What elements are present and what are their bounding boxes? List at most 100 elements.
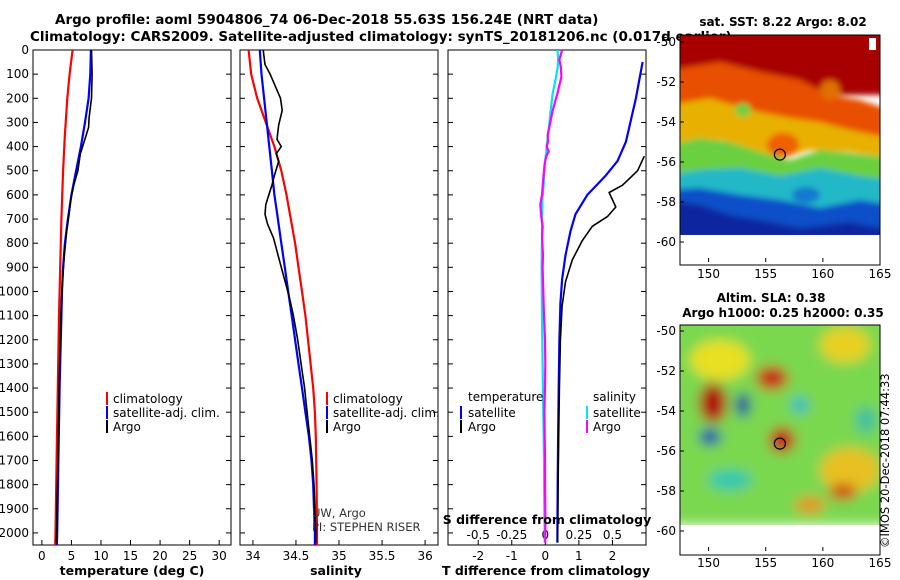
legend-temperature-title: temperature <box>468 390 543 404</box>
difference-top-xtick-label: -0.25 <box>496 528 527 542</box>
sst-yellow-eddy <box>820 80 840 100</box>
institution-annotation: UW, Argo <box>312 506 366 520</box>
map-ytick-label: -50 <box>656 35 676 49</box>
difference-top-xtick-label: 0.5 <box>603 528 622 542</box>
salinity-axes-frame <box>239 49 439 546</box>
difference-series-t-argo <box>556 155 646 543</box>
map-xtick-label: 165 <box>869 556 892 570</box>
temperature-xtick-label: 0 <box>38 549 46 563</box>
difference-top-xlabel: S difference from climatology <box>443 512 652 527</box>
difference-panel: -2 -1 0 1 2 -0.5 -0.25 0 0.25 0.5 T difference f… <box>442 49 652 578</box>
temperature-series-argo <box>55 50 93 543</box>
sla-yellow-3 <box>820 448 880 492</box>
temperature-legend: climatology satellite-adj. clim. Argo <box>106 392 220 434</box>
sst-field <box>680 35 880 240</box>
temperature-series-climatology <box>54 50 74 545</box>
temperature-panel: 0100200300400500600700800900100011001200… <box>0 43 232 578</box>
sst-map-panel: sat. SST: 8.22 Argo: 8.02 150 155 160 165-5 <box>656 15 891 281</box>
pressure-tick-label: 1400 <box>0 381 29 395</box>
temperature-xlabel: temperature (deg C) <box>60 563 205 578</box>
legend-s-argo-label: Argo <box>593 420 621 434</box>
sst-band-orange <box>680 62 880 138</box>
temperature-xtick-label: 5 <box>68 549 76 563</box>
difference-xtick-label: 0 <box>542 549 550 563</box>
sla-cyan-2 <box>708 470 752 490</box>
salinity-series <box>247 50 319 545</box>
map-xtick-label: 155 <box>754 267 777 281</box>
difference-top-xtick-label: -0.5 <box>466 528 489 542</box>
temperature-series <box>54 50 93 545</box>
map-xtick-label: 165 <box>869 267 892 281</box>
temperature-xtick-label: 30 <box>212 549 227 563</box>
map-ytick-label: -56 <box>656 155 676 169</box>
temperature-xtick-label: 25 <box>182 549 197 563</box>
pi-annotation: PI: STEPHEN RISER <box>312 520 421 534</box>
temperature-y-ticks <box>33 49 231 534</box>
sla-map-title: Altim. SLA: 0.38 <box>717 291 826 305</box>
sst-map-ticks: 150 155 160 165 -50 -52 -54 -56 -58 -60 <box>656 35 891 281</box>
difference-y-ticks <box>448 49 646 534</box>
difference-xlabel: T difference from climatology <box>442 563 650 578</box>
map-ytick-label: -60 <box>656 235 676 249</box>
sla-cyan-1 <box>791 397 809 413</box>
pressure-tick-label: 1000 <box>0 284 29 298</box>
sla-blue-2 <box>699 429 721 445</box>
legend-t-satellite-label: satellite <box>468 406 516 420</box>
sla-red-2 <box>756 366 788 390</box>
pressure-tick-label: 1300 <box>0 357 29 371</box>
salinity-xlabel: salinity <box>310 563 362 578</box>
pressure-tick-label: 2000 <box>0 526 29 540</box>
salinity-x-ticks: 34 34.5 35 35.5 36 <box>245 540 433 563</box>
sst-cool-eddy <box>792 187 820 203</box>
pressure-tick-label: 400 <box>6 140 29 154</box>
sla-map-ticks: 150 155 160 165 -50 -52 -54 -56 -58 -60 <box>656 324 891 570</box>
difference-axes-frame <box>447 49 647 546</box>
sla-red-1 <box>699 383 727 423</box>
temperature-xtick-label: 20 <box>152 549 167 563</box>
title-line-1: Argo profile: aoml 5904806_74 06-Dec-201… <box>55 12 599 28</box>
map-xtick-label: 160 <box>811 556 834 570</box>
sst-heatmap <box>680 35 880 265</box>
pressure-tick-label: 800 <box>6 236 29 250</box>
map-ytick-label: -58 <box>656 195 676 209</box>
map-ytick-label: -58 <box>656 484 676 498</box>
legend-s-satellite-label: satellite <box>593 406 641 420</box>
pressure-tick-label: 1800 <box>0 478 29 492</box>
sst-green-eddy <box>735 103 751 117</box>
salinity-xtick-label: 34.5 <box>283 549 310 563</box>
difference-xtick-label: -1 <box>506 549 518 563</box>
salinity-xtick-label: 36 <box>417 549 432 563</box>
pressure-tick-label: 1500 <box>0 405 29 419</box>
map-ytick-label: -56 <box>656 444 676 458</box>
sla-yellow-1 <box>690 340 750 380</box>
pressure-tick-label: 1200 <box>0 333 29 347</box>
map-xtick-label: 155 <box>754 556 777 570</box>
temperature-x-ticks: 0 5 10 15 20 25 30 <box>38 540 227 563</box>
difference-xtick-label: 1 <box>575 549 583 563</box>
salinity-xtick-label: 35 <box>331 549 346 563</box>
map-ytick-label: -54 <box>656 404 676 418</box>
sst-no-data <box>680 235 880 265</box>
difference-series <box>539 50 646 543</box>
legend-satellite-label: satellite-adj. clim. <box>113 406 220 420</box>
sla-no-data <box>680 525 880 555</box>
salinity-xtick-label: 34 <box>245 549 260 563</box>
difference-series-s-argo <box>539 50 564 543</box>
pressure-tick-label: 1900 <box>0 502 29 516</box>
sst-argo-marker <box>773 148 786 161</box>
pressure-tick-label: 1600 <box>0 429 29 443</box>
sla-map-subtitle: Argo h1000: 0.25 h2000: 0.35 <box>682 306 883 320</box>
sla-argo-marker <box>773 437 786 450</box>
legend-climatology-label: climatology <box>333 392 403 406</box>
difference-xtick-label: -2 <box>472 549 484 563</box>
sst-band-darkblue <box>680 201 880 240</box>
sst-band-cyan <box>680 168 880 210</box>
pressure-tick-label: 500 <box>6 164 29 178</box>
sla-field <box>680 325 880 525</box>
sst-map-frame <box>679 34 881 266</box>
pressure-tick-label: 1700 <box>0 453 29 467</box>
salinity-legend: climatology satellite-adj. clim. Argo <box>326 392 440 434</box>
sla-heatmap <box>680 325 880 555</box>
legend-satellite-label: satellite-adj. clim. <box>333 406 440 420</box>
